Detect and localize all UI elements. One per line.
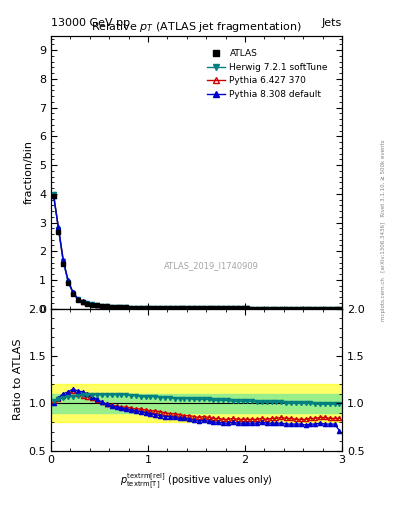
Bar	[51, 394, 342, 413]
Title: Relative $p_T$ (ATLAS jet fragmentation): Relative $p_T$ (ATLAS jet fragmentation)	[91, 20, 302, 34]
Text: Jets: Jets	[321, 18, 342, 28]
Text: ATLAS_2019_I1740909: ATLAS_2019_I1740909	[163, 261, 259, 270]
Text: 13000 GeV pp: 13000 GeV pp	[51, 18, 130, 28]
X-axis label: $p_{\mathrm{textrm[T]}}^{\mathrm{textrm[rel]}}$ (positive values only): $p_{\mathrm{textrm[T]}}^{\mathrm{textrm[…	[120, 471, 273, 491]
Text: mcplots.cern.ch   [arXiv:1306.3436]   Rivet 3.1.10, ≥ 500k events: mcplots.cern.ch [arXiv:1306.3436] Rivet …	[381, 140, 386, 321]
Legend: ATLAS, Herwig 7.2.1 softTune, Pythia 6.427 370, Pythia 8.308 default: ATLAS, Herwig 7.2.1 softTune, Pythia 6.4…	[203, 46, 332, 102]
Bar	[51, 385, 342, 422]
Y-axis label: Ratio to ATLAS: Ratio to ATLAS	[13, 339, 23, 420]
Y-axis label: fraction/bin: fraction/bin	[24, 140, 33, 204]
